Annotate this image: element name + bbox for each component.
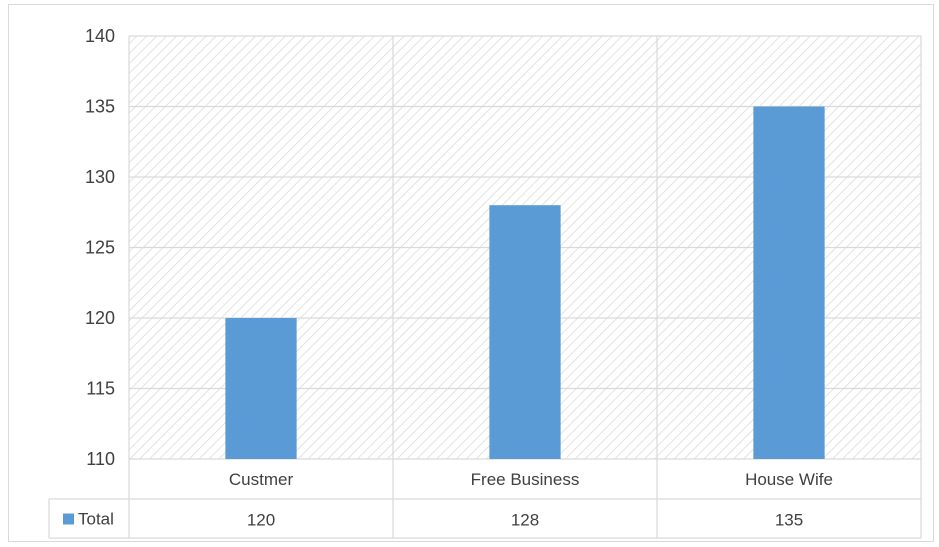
bar-chart: 110 115 120 125 130 135 140 Custmer Free Busine… xyxy=(48,26,922,539)
category-labels: Custmer Free Business House Wife xyxy=(229,470,833,489)
bar-1 xyxy=(489,205,561,459)
bars xyxy=(225,106,825,459)
data-table-value-0: 120 xyxy=(247,511,275,530)
legend-label: Total xyxy=(78,510,114,529)
category-label-1: Free Business xyxy=(471,470,580,489)
y-tick-label-6: 140 xyxy=(85,26,115,46)
y-tick-label-3: 125 xyxy=(85,238,115,258)
chart-frame: 110 115 120 125 130 135 140 Custmer Free Busine… xyxy=(8,4,934,542)
y-tick-label-5: 135 xyxy=(85,97,115,117)
y-tick-label-4: 130 xyxy=(85,167,115,187)
data-table-value-1: 128 xyxy=(511,511,539,530)
bar-2 xyxy=(753,106,825,459)
bar-0 xyxy=(225,318,297,459)
category-label-0: Custmer xyxy=(229,470,294,489)
legend-swatch xyxy=(63,513,74,525)
y-tick-label-0: 110 xyxy=(86,449,115,469)
data-table: Total 120 128 135 xyxy=(63,510,803,530)
category-label-2: House Wife xyxy=(745,470,833,489)
data-table-value-2: 135 xyxy=(775,511,803,530)
y-tick-label-1: 115 xyxy=(86,379,115,399)
y-axis-ticks: 110 115 120 125 130 135 140 xyxy=(85,26,115,469)
y-tick-label-2: 120 xyxy=(85,308,115,328)
